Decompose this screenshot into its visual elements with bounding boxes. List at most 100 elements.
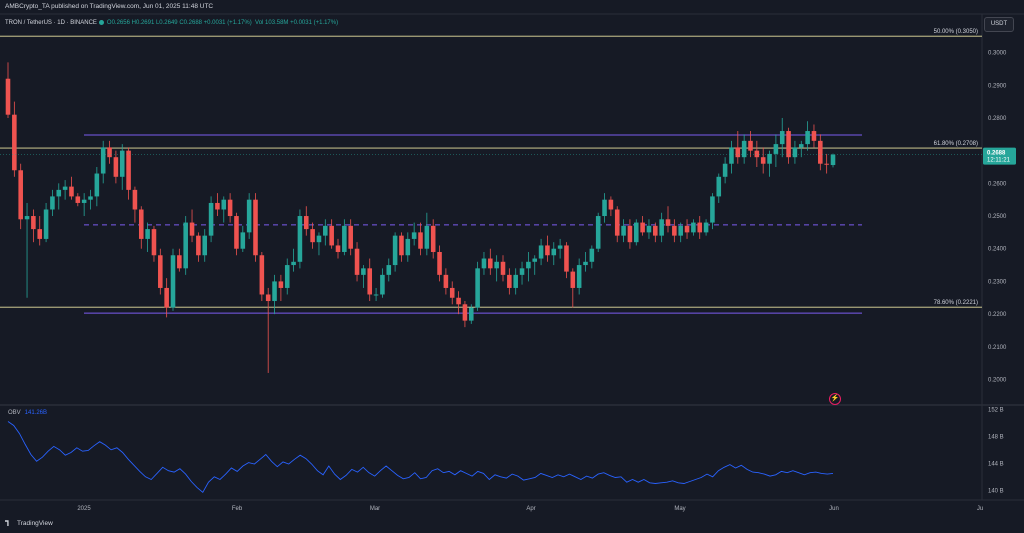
candle-body: [215, 202, 220, 210]
price-axis-tick-label: 0.2000: [988, 377, 1007, 383]
candle-body: [551, 248, 557, 256]
candle-body: [456, 297, 461, 305]
candle-body: [399, 235, 404, 256]
obv-axis-tick-label: 152 B: [988, 407, 1004, 413]
price-axis-tick-label: 0.2600: [988, 181, 1007, 187]
candle-body: [411, 232, 417, 239]
candle-body: [12, 114, 17, 171]
candle-body: [659, 219, 664, 236]
candle-body: [69, 186, 74, 197]
volume-values: Vol 103.58M +0.0031 (+1.17%): [255, 20, 339, 27]
candle-body: [589, 248, 595, 262]
last-price-tag: [983, 147, 1016, 165]
obv-label[interactable]: OBV: [8, 410, 21, 416]
tradingview-logo[interactable]: TradingView: [5, 520, 53, 527]
candle-body: [716, 176, 722, 197]
candle-body: [678, 225, 683, 236]
candle-body: [557, 245, 563, 249]
candle-body: [164, 287, 169, 308]
candle-body: [545, 245, 550, 256]
candle-body: [43, 209, 49, 239]
candle-body: [31, 216, 36, 230]
candle-body: [310, 229, 315, 243]
price-axis-tick-label: 0.2100: [988, 345, 1007, 351]
candle-body: [519, 268, 525, 275]
candle-body: [805, 131, 810, 145]
symbol-title[interactable]: TRON / TetherUS · 1D · BINANCE: [5, 20, 97, 27]
obv-legend: OBV 141.26B: [8, 410, 47, 416]
candle-body: [75, 196, 81, 203]
candle-body: [62, 186, 68, 190]
obv-axis-tick-label: 148 B: [988, 434, 1004, 440]
candle-body: [265, 294, 271, 302]
candle-body: [94, 173, 100, 197]
fib-level-label: 61.80% (0.2708): [934, 141, 978, 147]
candle-body: [462, 304, 468, 321]
candle-body: [754, 150, 760, 158]
candle-body: [361, 268, 366, 275]
candle-body: [500, 261, 506, 275]
fib-level-label: 50.00% (0.3050): [934, 29, 978, 35]
candle-body: [107, 147, 112, 158]
candle-body: [132, 189, 138, 210]
obv-axis-tick-label: 144 B: [988, 461, 1004, 467]
candle-body: [513, 274, 518, 288]
last-price-label: 0.2688: [987, 151, 1006, 157]
candle-body: [119, 150, 125, 177]
candle-body: [297, 216, 303, 262]
candle-body: [703, 222, 709, 233]
candle-body: [672, 225, 677, 236]
candle-body: [342, 225, 347, 252]
candle-body: [253, 199, 258, 256]
candle-body: [272, 281, 277, 302]
candle-body: [259, 255, 265, 295]
candle-body: [710, 196, 715, 223]
candle-body: [532, 258, 538, 262]
candle-body: [386, 265, 392, 275]
candle-body: [278, 281, 284, 288]
candle-body: [437, 251, 442, 275]
candle-body: [741, 140, 747, 158]
candle-body: [640, 222, 645, 233]
candle-body: [526, 261, 531, 269]
candle-body: [488, 258, 493, 269]
tradingview-logo-text: TradingView: [17, 520, 53, 527]
candle-body: [665, 219, 671, 226]
candle-body: [100, 147, 106, 174]
candle-body: [24, 216, 30, 220]
candle-body: [602, 199, 607, 217]
flash-icon[interactable]: ⚡: [829, 393, 841, 405]
candle-body: [138, 209, 144, 239]
currency-button[interactable]: USDT: [984, 17, 1014, 32]
candle-countdown-label: 12:11:21: [987, 158, 1011, 164]
candle-body: [303, 216, 309, 230]
candle-body: [773, 144, 779, 154]
candle-body: [335, 245, 341, 252]
candle-body: [729, 147, 734, 164]
candle-body: [316, 235, 322, 243]
time-axis-tick-label: 2025: [77, 506, 91, 512]
candle-body: [5, 78, 11, 115]
candle-body: [481, 258, 487, 269]
candle-body: [494, 261, 499, 269]
candle-body: [196, 235, 201, 256]
candle-body: [748, 140, 753, 151]
candle-body: [367, 268, 373, 295]
candle-body: [170, 255, 176, 308]
time-axis-tick-label: May: [674, 506, 685, 512]
candle-body: [323, 225, 328, 236]
obv-axis-tick-label: 140 B: [988, 488, 1004, 494]
fib-level-label: 78.60% (0.2221): [934, 300, 978, 306]
candle-body: [818, 140, 823, 164]
price-axis-tick-label: 0.2400: [988, 247, 1007, 253]
candle-body: [189, 222, 195, 236]
candle-body: [468, 307, 474, 321]
candle-body: [430, 225, 436, 252]
candle-body: [538, 245, 544, 259]
candle-body: [595, 216, 601, 249]
candle-body: [697, 222, 703, 233]
price-axis-tick-label: 0.2200: [988, 312, 1007, 318]
candle-body: [608, 199, 614, 210]
